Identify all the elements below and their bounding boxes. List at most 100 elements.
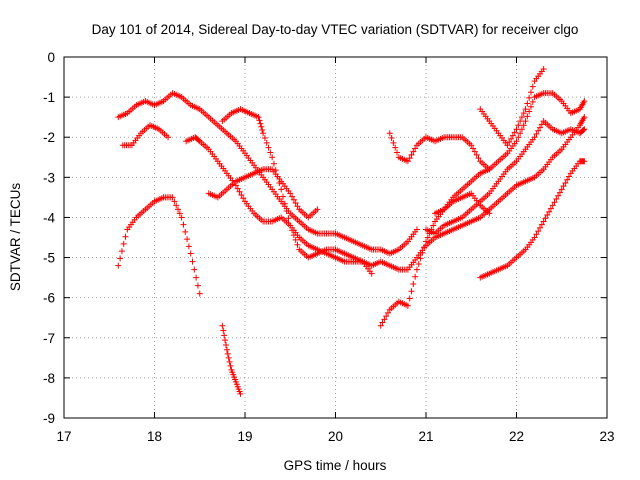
data-point bbox=[117, 255, 124, 262]
data-point bbox=[287, 190, 294, 197]
x-tick-label: 19 bbox=[237, 429, 252, 444]
data-point bbox=[292, 236, 299, 243]
data-point bbox=[169, 194, 176, 201]
data-point bbox=[417, 255, 424, 262]
x-tick-label: 17 bbox=[56, 429, 71, 444]
data-point bbox=[219, 322, 226, 329]
data-point bbox=[285, 215, 292, 222]
data-point bbox=[294, 203, 301, 210]
data-point bbox=[196, 290, 203, 297]
series-11 bbox=[477, 66, 547, 149]
data-point bbox=[222, 341, 229, 348]
data-point bbox=[261, 135, 268, 142]
y-axis-label: SDTVAR / TECUs bbox=[8, 183, 23, 292]
data-point bbox=[185, 243, 192, 250]
data-point bbox=[508, 135, 515, 142]
data-point bbox=[413, 266, 420, 273]
data-point bbox=[237, 390, 244, 397]
data-point bbox=[276, 179, 283, 186]
data-point bbox=[468, 142, 475, 149]
data-point bbox=[546, 208, 553, 215]
data-point bbox=[511, 129, 518, 136]
data-point bbox=[410, 281, 417, 288]
data-point bbox=[517, 130, 524, 137]
x-tick-label: 22 bbox=[509, 429, 524, 444]
data-point bbox=[278, 186, 285, 193]
data-point bbox=[259, 127, 266, 134]
data-point bbox=[270, 160, 277, 167]
data-point bbox=[515, 122, 522, 129]
data-point bbox=[294, 241, 301, 248]
data-point bbox=[518, 114, 525, 121]
data-point bbox=[522, 106, 529, 113]
y-tick-label: -2 bbox=[43, 130, 55, 145]
data-point bbox=[581, 158, 588, 165]
data-point bbox=[471, 148, 478, 155]
data-point bbox=[470, 145, 477, 152]
data-point bbox=[529, 83, 536, 90]
data-point bbox=[412, 273, 419, 280]
data-point bbox=[504, 142, 511, 149]
data-point bbox=[240, 195, 247, 202]
data-point bbox=[394, 149, 401, 156]
data-point bbox=[560, 183, 567, 190]
data-point bbox=[221, 332, 228, 339]
data-point bbox=[265, 144, 272, 151]
data-point bbox=[115, 262, 122, 269]
data-point bbox=[524, 113, 531, 120]
x-tick-label: 20 bbox=[328, 429, 343, 444]
data-point bbox=[565, 173, 572, 180]
data-points bbox=[115, 66, 588, 397]
series-8 bbox=[386, 130, 493, 173]
data-point bbox=[553, 195, 560, 202]
data-point bbox=[257, 120, 264, 127]
data-point bbox=[122, 233, 129, 240]
data-point bbox=[220, 327, 227, 334]
data-point bbox=[406, 155, 413, 162]
y-tick-label: -5 bbox=[43, 251, 55, 266]
data-point bbox=[424, 234, 431, 241]
data-point bbox=[473, 151, 480, 158]
data-point bbox=[175, 206, 182, 213]
data-point bbox=[520, 122, 527, 129]
data-point bbox=[258, 123, 265, 130]
data-point bbox=[540, 66, 547, 73]
x-tick-label: 18 bbox=[147, 429, 162, 444]
data-point bbox=[555, 192, 562, 199]
data-point bbox=[538, 121, 545, 128]
data-point bbox=[236, 188, 243, 195]
data-point bbox=[222, 337, 229, 344]
y-tick-label: -6 bbox=[43, 291, 55, 306]
data-point bbox=[118, 248, 125, 255]
data-point bbox=[562, 179, 569, 186]
data-point bbox=[515, 134, 522, 141]
x-tick-label: 23 bbox=[599, 429, 614, 444]
data-point bbox=[542, 215, 549, 222]
data-point bbox=[292, 200, 299, 207]
data-point bbox=[527, 89, 534, 96]
data-point bbox=[538, 221, 545, 228]
data-point bbox=[381, 316, 388, 323]
data-point bbox=[547, 205, 554, 212]
data-point bbox=[421, 244, 428, 251]
data-point bbox=[408, 288, 415, 295]
data-point bbox=[404, 302, 411, 309]
data-point bbox=[533, 131, 540, 138]
data-point bbox=[535, 228, 542, 235]
data-point bbox=[531, 134, 538, 141]
data-point bbox=[537, 124, 544, 131]
data-point bbox=[580, 127, 587, 134]
data-point bbox=[226, 358, 233, 365]
data-point bbox=[533, 231, 540, 238]
chart-title: Day 101 of 2014, Sidereal Day-to-day VTE… bbox=[92, 22, 579, 37]
data-point bbox=[289, 227, 296, 234]
data-point bbox=[189, 258, 196, 265]
data-point bbox=[408, 151, 415, 158]
axis-ticks: 17 18 19 20 21 22 23 0 -1 -2 -3 -4 -5 -6 -7 -8 -9 bbox=[43, 50, 615, 444]
x-tick-label: 21 bbox=[418, 429, 433, 444]
data-point bbox=[390, 139, 397, 146]
data-point bbox=[581, 126, 588, 133]
data-point bbox=[281, 200, 288, 207]
y-tick-label: -4 bbox=[43, 210, 55, 225]
